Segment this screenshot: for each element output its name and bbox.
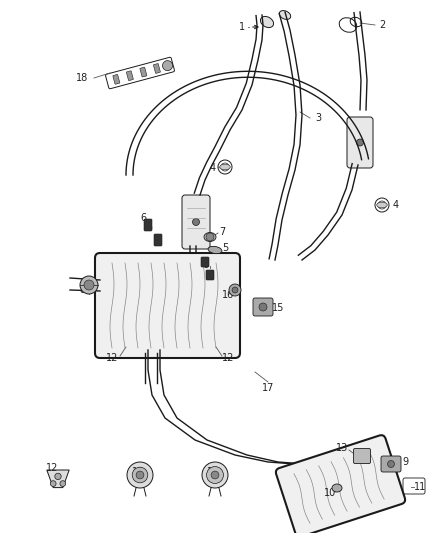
- Text: 7: 7: [219, 227, 225, 237]
- Text: 13: 13: [132, 467, 144, 477]
- Circle shape: [127, 462, 153, 488]
- Text: 6: 6: [140, 213, 146, 223]
- Circle shape: [132, 467, 148, 483]
- Ellipse shape: [220, 164, 230, 170]
- Circle shape: [60, 481, 66, 487]
- FancyBboxPatch shape: [127, 71, 133, 80]
- FancyBboxPatch shape: [182, 195, 210, 249]
- Circle shape: [202, 462, 228, 488]
- Circle shape: [357, 139, 364, 146]
- Text: 11: 11: [414, 482, 426, 492]
- Ellipse shape: [208, 246, 222, 254]
- FancyBboxPatch shape: [206, 270, 214, 280]
- FancyBboxPatch shape: [140, 67, 147, 77]
- Ellipse shape: [332, 484, 342, 492]
- Text: 17: 17: [262, 383, 274, 393]
- Circle shape: [55, 473, 61, 480]
- FancyBboxPatch shape: [144, 219, 152, 231]
- Circle shape: [232, 287, 238, 293]
- Circle shape: [162, 61, 173, 71]
- Text: 14: 14: [207, 467, 219, 477]
- Circle shape: [388, 461, 395, 467]
- FancyBboxPatch shape: [154, 234, 162, 246]
- FancyBboxPatch shape: [276, 435, 405, 533]
- Text: 18: 18: [76, 73, 88, 83]
- Ellipse shape: [279, 11, 291, 19]
- Text: 3: 3: [315, 113, 321, 123]
- Text: 10: 10: [324, 488, 336, 498]
- Circle shape: [229, 284, 241, 296]
- Text: 16: 16: [222, 290, 234, 300]
- FancyBboxPatch shape: [353, 448, 371, 464]
- Polygon shape: [47, 470, 69, 488]
- Text: 12: 12: [46, 463, 58, 473]
- Circle shape: [80, 276, 98, 294]
- FancyBboxPatch shape: [113, 75, 120, 84]
- Text: 4: 4: [210, 163, 216, 173]
- Circle shape: [207, 466, 223, 483]
- FancyBboxPatch shape: [95, 253, 240, 358]
- FancyBboxPatch shape: [347, 117, 373, 168]
- Text: 1: 1: [239, 22, 245, 32]
- Text: 5: 5: [222, 243, 228, 253]
- Circle shape: [50, 481, 56, 487]
- Circle shape: [192, 219, 199, 225]
- Ellipse shape: [377, 202, 387, 208]
- Circle shape: [206, 233, 214, 241]
- Text: 13: 13: [336, 443, 348, 453]
- FancyBboxPatch shape: [381, 456, 401, 472]
- Text: 9: 9: [402, 457, 408, 467]
- Ellipse shape: [204, 232, 216, 241]
- Text: 12: 12: [106, 353, 118, 363]
- Text: 6: 6: [202, 260, 208, 270]
- Text: 2: 2: [379, 20, 385, 30]
- Circle shape: [211, 471, 219, 479]
- Circle shape: [84, 280, 94, 290]
- Text: 4: 4: [393, 200, 399, 210]
- FancyBboxPatch shape: [153, 63, 160, 74]
- Text: 12: 12: [222, 353, 234, 363]
- Circle shape: [259, 303, 267, 311]
- Ellipse shape: [261, 17, 274, 28]
- Circle shape: [136, 471, 144, 479]
- FancyBboxPatch shape: [253, 298, 273, 316]
- FancyBboxPatch shape: [201, 257, 209, 267]
- Text: 15: 15: [272, 303, 284, 313]
- Text: 8: 8: [79, 285, 85, 295]
